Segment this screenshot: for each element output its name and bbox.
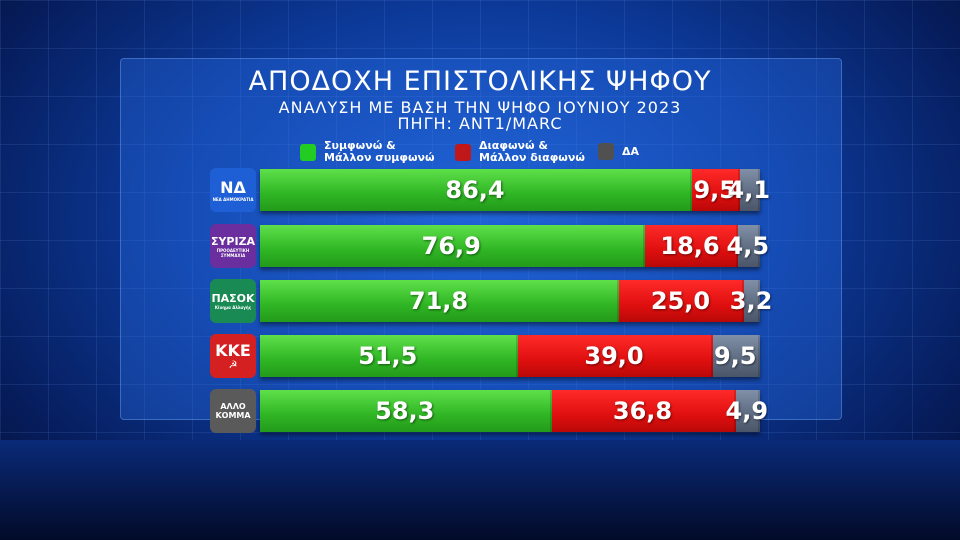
legend-label: ΔΑ bbox=[622, 144, 640, 158]
bar-segment-agree: 51,5 bbox=[260, 335, 518, 377]
party-logo-text: ΚΚΕ bbox=[215, 341, 251, 360]
party-logo-subtext: Κίνημα Αλλαγής bbox=[214, 305, 252, 310]
legend-swatch-dk bbox=[598, 143, 614, 160]
party-logo-subtext: ΝΕΑ ΔΗΜΟΚΡΑΤΙΑ bbox=[212, 197, 254, 202]
bar-segment-agree: 76,9 bbox=[260, 225, 645, 267]
party-logo: ΑΛΛΟ ΚΟΜΜΑ bbox=[210, 389, 256, 433]
legend-item-dk: ΔΑ bbox=[598, 143, 639, 160]
bar-segment-dk: 4,1 bbox=[728, 169, 770, 211]
party-logo-text: ΝΔ bbox=[220, 178, 246, 197]
stacked-bar: 86,4 9,5 4,1 bbox=[260, 169, 770, 211]
party-logo: ΠΑΣΟΚ Κίνημα Αλλαγής bbox=[210, 279, 256, 323]
party-logo-text: ΠΑΣΟΚ bbox=[211, 292, 255, 305]
legend-label: Μάλλον διαφωνώ bbox=[479, 151, 585, 164]
bar-segment-agree: 58,3 bbox=[260, 390, 552, 432]
party-logo: ΝΔ ΝΕΑ ΔΗΜΟΚΡΑΤΙΑ bbox=[210, 168, 256, 212]
legend-swatch-agree bbox=[300, 143, 316, 161]
floor bbox=[0, 440, 960, 540]
bar-segment-disagree: 18,6 bbox=[644, 225, 738, 267]
bar-segment-dk: 4,9 bbox=[726, 390, 768, 432]
party-logo-text: ΣΥΡΙΖΑ bbox=[210, 234, 256, 248]
stacked-bar: 71,8 25,0 3,2 bbox=[260, 280, 772, 322]
stacked-bar: 58,3 36,8 4,9 bbox=[260, 390, 768, 432]
party-logo-subtext: ΠΡΟΟΔΕΥΤΙΚΗ ΣΥΜΜΑΧΙΑ bbox=[216, 247, 250, 258]
bar-segment-agree: 86,4 bbox=[260, 169, 692, 211]
bar-segment-dk: 3,2 bbox=[730, 280, 772, 322]
legend-label: Διαφωνώ & bbox=[479, 139, 548, 152]
bar-segment-agree: 71,8 bbox=[260, 280, 619, 322]
bar-segment-dk: 9,5 bbox=[712, 335, 760, 377]
chart-title: ΑΠΟΔΟΧΗ ΕΠΙΣΤΟΛΙΚΗΣ ΨΗΦΟΥ bbox=[248, 66, 712, 97]
bar-segment-dk: 4,5 bbox=[727, 225, 769, 267]
legend-swatch-disagree bbox=[455, 143, 471, 161]
party-logo-subtext: ☭ bbox=[228, 360, 238, 371]
bar-segment-disagree: 9,5 bbox=[692, 169, 740, 211]
legend-item-agree: Συμφωνώ & Μάλλον συμφωνώ bbox=[300, 140, 435, 164]
legend-item-disagree: Διαφωνώ & Μάλλον διαφωνώ bbox=[455, 140, 585, 164]
party-logo-text: ΑΛΛΟ ΚΟΜΜΑ bbox=[215, 402, 251, 420]
chart-source: ΠΗΓΗ: ΑΝΤ1/MARC bbox=[397, 114, 563, 133]
stacked-bar: 51,5 39,0 9,5 bbox=[260, 335, 760, 377]
party-logo: ΣΥΡΙΖΑ ΠΡΟΟΔΕΥΤΙΚΗ ΣΥΜΜΑΧΙΑ bbox=[210, 224, 256, 268]
legend-label: Συμφωνώ & bbox=[324, 139, 396, 152]
bar-segment-disagree: 25,0 bbox=[619, 280, 744, 322]
bar-segment-disagree: 36,8 bbox=[551, 390, 736, 432]
chart-subtitle: ΑΝΑΛΥΣΗ ΜΕ ΒΑΣΗ ΤΗΝ ΨΗΦΟ ΙΟΥΝΙΟΥ 2023 bbox=[278, 98, 682, 117]
legend-label: Μάλλον συμφωνώ bbox=[324, 151, 435, 164]
stacked-bar: 76,9 18,6 4,5 bbox=[260, 225, 769, 267]
party-logo: ΚΚΕ ☭ bbox=[210, 334, 256, 378]
bar-segment-disagree: 39,0 bbox=[517, 335, 713, 377]
